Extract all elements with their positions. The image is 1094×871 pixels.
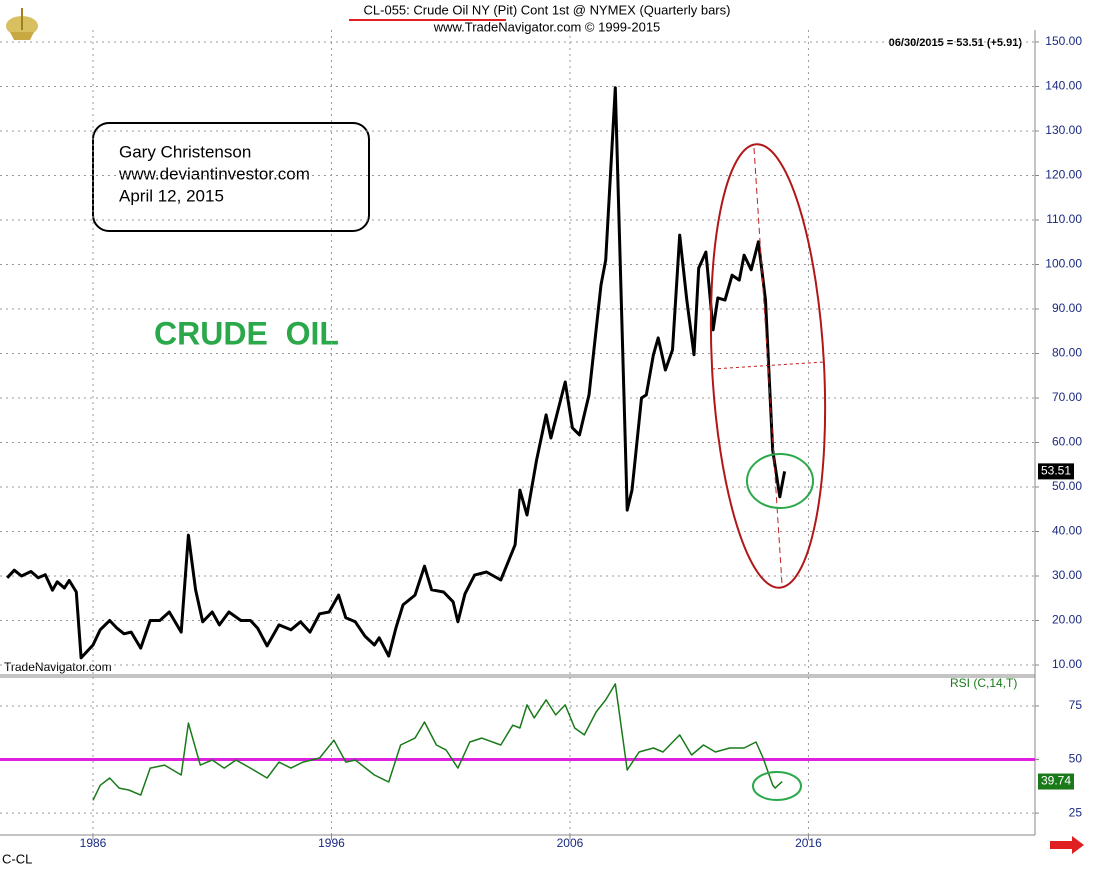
series-line: [92, 683, 783, 801]
x-tick-label: 1996: [318, 836, 345, 850]
y-tick-label: 40.00: [1052, 524, 1082, 538]
y-tick-label: 10.00: [1052, 657, 1082, 671]
chart-title: CL-055: Crude Oil NY (Pit) Cont 1st @ NY…: [364, 2, 731, 17]
y-tick-label: 75: [1069, 698, 1083, 712]
note-line: Gary Christenson: [119, 142, 251, 161]
note-line: www.deviantinvestor.com: [118, 164, 310, 183]
y-tick-label: 25: [1069, 805, 1083, 819]
symbol: C-CL: [2, 851, 32, 866]
note-box: [92, 122, 370, 232]
y-tick-label: 130.00: [1045, 123, 1082, 137]
y-tick-label: 100.00: [1045, 257, 1082, 271]
last-value-box: [1038, 773, 1074, 790]
last-value-label: 53.51: [1041, 464, 1071, 478]
x-tick-label: 2016: [795, 836, 822, 850]
annotation: 06/30/2015 = 53.51 (+5.91): [889, 37, 1023, 49]
y-tick-label: 70.00: [1052, 390, 1082, 404]
marks: 1986 1996 2006 2016 10.00 20.00 30.00 40.00 50.0…: [0, 30, 1082, 850]
y-tick-label: 90.00: [1052, 301, 1082, 315]
y-tick-label: 140.00: [1045, 79, 1082, 93]
last-value-box: [1038, 463, 1074, 480]
chart-subtitle: www.TradeNavigator.com © 1999-2015: [433, 19, 661, 34]
rsi-label: RSI (C,14,T): [950, 676, 1017, 690]
x-tick-label: 2006: [557, 836, 584, 850]
series-line: [6, 86, 787, 660]
last-value-label: 39.74: [1041, 774, 1071, 788]
y-tick-label: 150.00: [1045, 34, 1082, 48]
x-tick-label: 1986: [80, 836, 107, 850]
annotation-shapes: [709, 143, 827, 801]
note-line: April 12, 2015: [119, 186, 224, 205]
y-tick-label: 20.00: [1052, 613, 1082, 627]
y-tick-label: 50: [1069, 752, 1083, 766]
y-tick-label: 30.00: [1052, 568, 1082, 582]
watermark: TradeNavigator.com: [4, 660, 112, 674]
y-tick-label: 80.00: [1052, 346, 1082, 360]
y-tick-label: 110.00: [1046, 212, 1082, 226]
headline: CRUDE OIL: [154, 315, 339, 351]
y-tick-label: 120.00: [1045, 168, 1082, 182]
scroll-arrow[interactable]: [1050, 836, 1084, 854]
logo: [6, 8, 38, 40]
y-tick-label: 60.00: [1052, 435, 1082, 449]
y-tick-label: 50.00: [1052, 479, 1082, 493]
